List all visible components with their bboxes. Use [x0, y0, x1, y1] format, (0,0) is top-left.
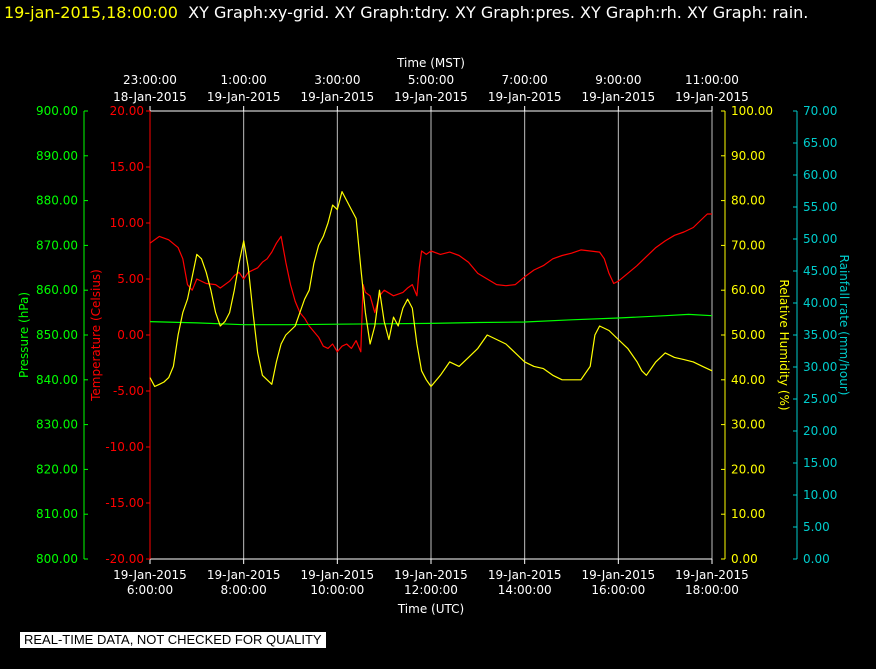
- series: [149, 191, 713, 388]
- top-tick-label-date: 19-Jan-2015: [207, 90, 281, 104]
- pressure-axis-tick-label: 850.00: [36, 328, 78, 342]
- top-tick-label-time: 23:00:00: [123, 73, 177, 87]
- humidity-axis-label: Relative Humidity (%): [777, 279, 791, 410]
- x-tick-label-time: 16:00:00: [591, 583, 645, 597]
- temperature-axis-tick-label: 20.00: [110, 104, 144, 118]
- top-tick-label-date: 19-Jan-2015: [394, 90, 468, 104]
- rain-axis-tick-label: 50.00: [803, 232, 837, 246]
- rain-axis-tick-label: 20.00: [803, 424, 837, 438]
- rain-axis-tick-label: 0.00: [803, 552, 830, 566]
- x-tick-label-date: 19-Jan-2015: [582, 568, 656, 582]
- temperature-axis-tick-label: -10.00: [105, 440, 144, 454]
- x-tick-label-date: 19-Jan-2015: [113, 568, 187, 582]
- humidity-axis-tick-label: 20.00: [731, 462, 765, 476]
- x-tick-label-date: 19-Jan-2015: [394, 568, 468, 582]
- rain-axis-tick-label: 40.00: [803, 296, 837, 310]
- rain-axis-tick-label: 5.00: [803, 520, 830, 534]
- top-tick-label-date: 19-Jan-2015: [582, 90, 656, 104]
- x-tick-label-time: 18:00:00: [685, 583, 739, 597]
- pressure-axis-tick-label: 800.00: [36, 552, 78, 566]
- rain-axis-label: Rainfall rate (mm/hour): [837, 255, 851, 396]
- pressure-axis-tick-label: 900.00: [36, 104, 78, 118]
- pressure-axis-tick-label: 830.00: [36, 418, 78, 432]
- humidity-axis-tick-label: 80.00: [731, 194, 765, 208]
- rain-axis-tick-label: 65.00: [803, 136, 837, 150]
- rain-axis-tick-label: 45.00: [803, 264, 837, 278]
- vertical-grid: [149, 111, 713, 559]
- x-tick-label-time: 14:00:00: [498, 583, 552, 597]
- temperature-axis-tick-label: -20.00: [105, 552, 144, 566]
- temperature-axis-tick-label: 10.00: [110, 216, 144, 230]
- pressure-axis-tick-label: 880.00: [36, 194, 78, 208]
- humidity-axis-tick-label: 30.00: [731, 418, 765, 432]
- temperature-axis-label: Temperature (Celsius): [89, 269, 103, 402]
- temperature-axis-tick-label: 0.00: [117, 328, 144, 342]
- x-tick-label-time: 12:00:00: [404, 583, 458, 597]
- pressure-axis-tick-label: 840.00: [36, 373, 78, 387]
- quality-notice: REAL-TIME DATA, NOT CHECKED FOR QUALITY: [20, 632, 326, 648]
- chart-timestamp: 19-jan-2015,18:00:00: [4, 3, 178, 22]
- rain-axis-tick-label: 30.00: [803, 360, 837, 374]
- temperature-axis-tick-label: 5.00: [117, 272, 144, 286]
- rain-axis-tick-label: 70.00: [803, 104, 837, 118]
- rain-axis-tick-label: 35.00: [803, 328, 837, 342]
- humidity-axis-tick-label: 50.00: [731, 328, 765, 342]
- rain-axis-tick-label: 10.00: [803, 488, 837, 502]
- pressure-axis-tick-label: 810.00: [36, 507, 78, 521]
- pressure-axis-tick-label: 890.00: [36, 149, 78, 163]
- x-tick-label-time: 10:00:00: [310, 583, 364, 597]
- chart-title-text: XY Graph:xy-grid. XY Graph:tdry. XY Grap…: [188, 3, 809, 22]
- top-tick-label-date: 19-Jan-2015: [488, 90, 562, 104]
- x-tick-label-time: 6:00:00: [127, 583, 173, 597]
- humidity-axis-tick-label: 90.00: [731, 149, 765, 163]
- humidity-axis-tick-label: 0.00: [731, 552, 758, 566]
- temperature-series-line: [149, 213, 712, 353]
- x-tick-label-date: 19-Jan-2015: [488, 568, 562, 582]
- humidity-axis-tick-label: 40.00: [731, 373, 765, 387]
- rain-axis-tick-label: 25.00: [803, 392, 837, 406]
- humidity-axis-tick-label: 60.00: [731, 283, 765, 297]
- humidity-axis-tick-label: 100.00: [731, 104, 773, 118]
- top-tick-label-time: 1:00:00: [221, 73, 267, 87]
- top-tick-label-date: 18-Jan-2015: [113, 90, 187, 104]
- humidity-series-line: [149, 191, 713, 388]
- rain-axis-tick-label: 55.00: [803, 200, 837, 214]
- pressure-axis-tick-label: 860.00: [36, 283, 78, 297]
- top-tick-label-time: 11:00:00: [685, 73, 739, 87]
- chart-title: 19-jan-2015,18:00:00 XY Graph:xy-grid. X…: [4, 2, 872, 24]
- top-tick-label-time: 9:00:00: [595, 73, 641, 87]
- temperature-axis-tick-label: -15.00: [105, 496, 144, 510]
- x-tick-label-time: 8:00:00: [221, 583, 267, 597]
- rain-axis-tick-label: 15.00: [803, 456, 837, 470]
- temperature-axis-tick-label: -5.00: [113, 384, 144, 398]
- rain-axis-tick-label: 60.00: [803, 168, 837, 182]
- x-tick-label-date: 19-Jan-2015: [675, 568, 749, 582]
- pressure-axis-label: Pressure (hPa): [17, 292, 31, 378]
- humidity-axis-tick-label: 10.00: [731, 507, 765, 521]
- top-tick-label-time: 3:00:00: [314, 73, 360, 87]
- top-tick-label-time: 7:00:00: [502, 73, 548, 87]
- x-axis-label-utc: Time (UTC): [397, 602, 464, 616]
- x-tick-label-date: 19-Jan-2015: [207, 568, 281, 582]
- top-tick-label-date: 19-Jan-2015: [301, 90, 375, 104]
- temperature-axis-tick-label: 15.00: [110, 160, 144, 174]
- x-tick-label-date: 19-Jan-2015: [301, 568, 375, 582]
- top-tick-label-time: 5:00:00: [408, 73, 454, 87]
- pressure-axis-tick-label: 820.00: [36, 462, 78, 476]
- top-tick-label-date: 19-Jan-2015: [675, 90, 749, 104]
- x-axis-label-mst: Time (MST): [396, 56, 465, 70]
- axes: 19-Jan-20156:00:0019-Jan-20158:00:0019-J…: [17, 56, 851, 616]
- pressure-axis-tick-label: 870.00: [36, 238, 78, 252]
- humidity-axis-tick-label: 70.00: [731, 238, 765, 252]
- pressure-series-line: [149, 313, 713, 326]
